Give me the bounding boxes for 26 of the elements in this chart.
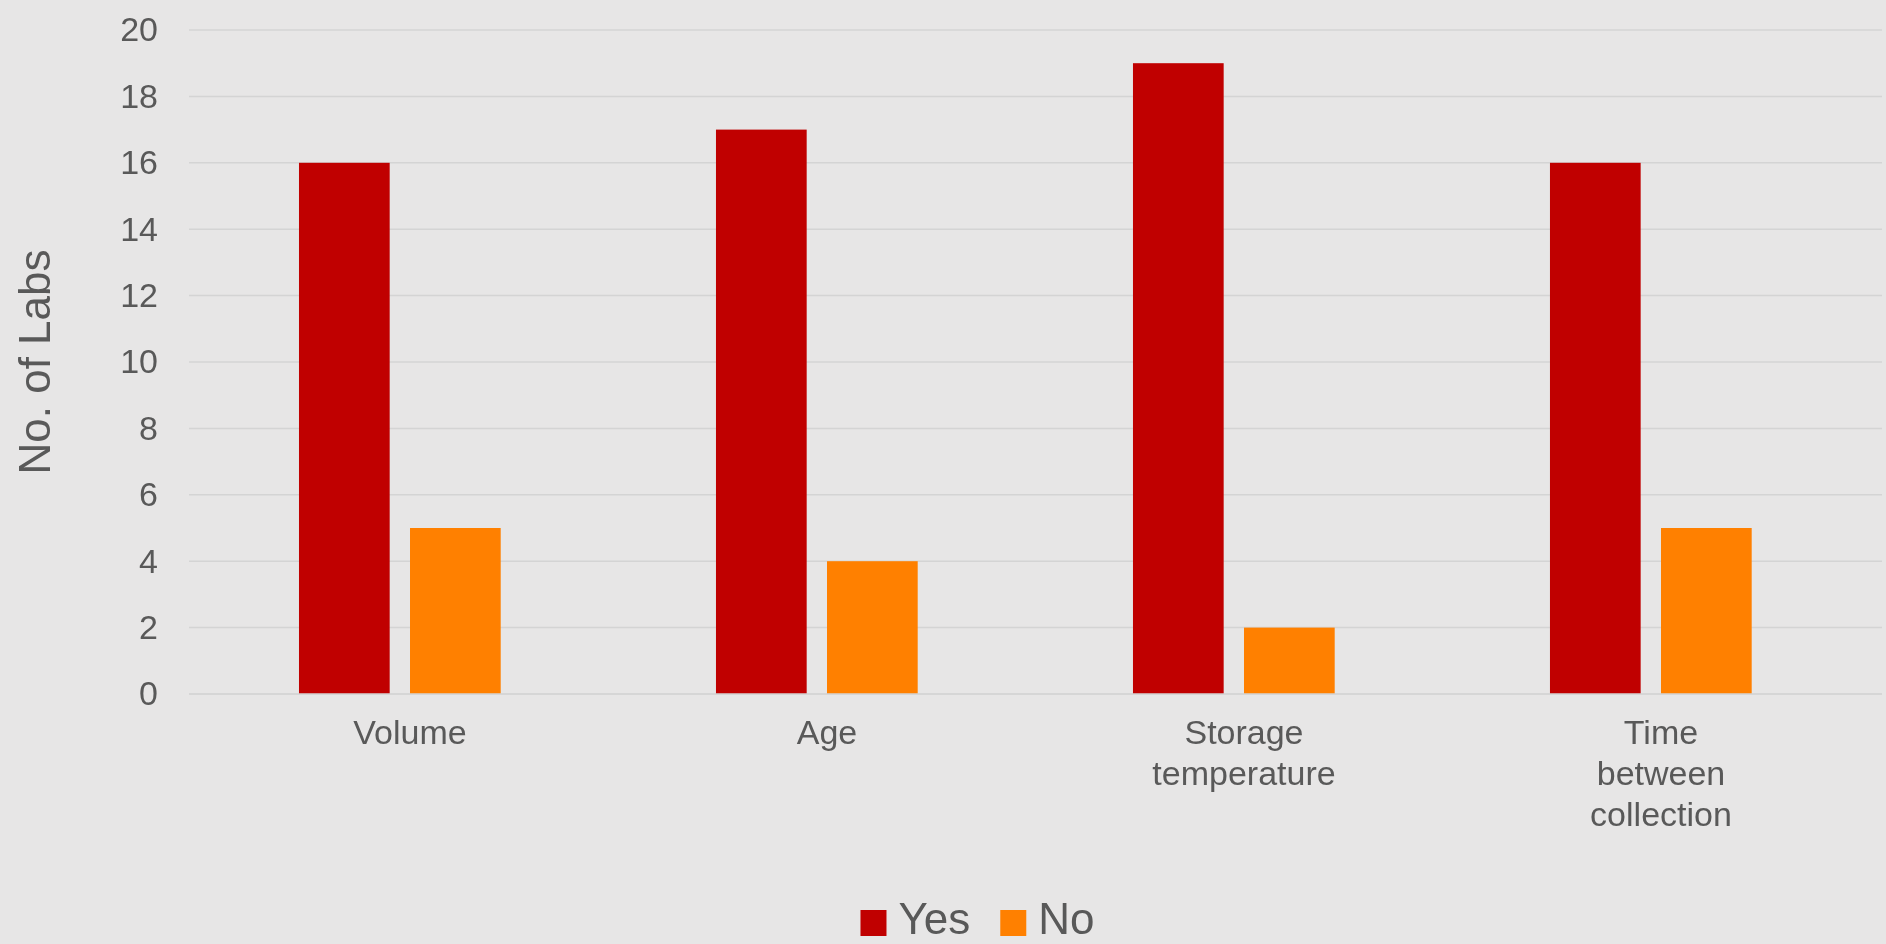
bar	[827, 561, 918, 694]
bar	[1132, 63, 1224, 694]
legend-label: Yes	[898, 894, 971, 943]
x-tick-label: Time between collection	[1590, 713, 1732, 833]
y-tick-label: 20	[120, 10, 158, 49]
bar	[1660, 528, 1752, 694]
y-tick-label: 6	[139, 475, 158, 514]
y-tick-label: 18	[120, 76, 158, 115]
y-tick-label: 8	[139, 408, 158, 447]
x-tick-label: Age	[796, 713, 858, 751]
bar	[410, 528, 501, 694]
y-axis-title: No. of Labs	[10, 249, 59, 475]
y-tick-label: 10	[120, 342, 158, 381]
bar	[298, 162, 390, 694]
bar	[1244, 627, 1335, 694]
y-tick-label: 0	[139, 674, 158, 713]
y-tick-label: 16	[120, 143, 158, 182]
y-tick-label: 4	[139, 541, 158, 580]
y-tick-label: 2	[139, 607, 158, 646]
bar	[1549, 162, 1641, 694]
legend-label: No	[1038, 894, 1095, 943]
x-tick-label: Storage temperature	[1152, 713, 1336, 792]
x-tick-label: Volume	[353, 713, 467, 751]
y-tick-label: 12	[120, 275, 158, 314]
bar	[715, 129, 807, 694]
y-tick-label: 14	[120, 209, 158, 248]
